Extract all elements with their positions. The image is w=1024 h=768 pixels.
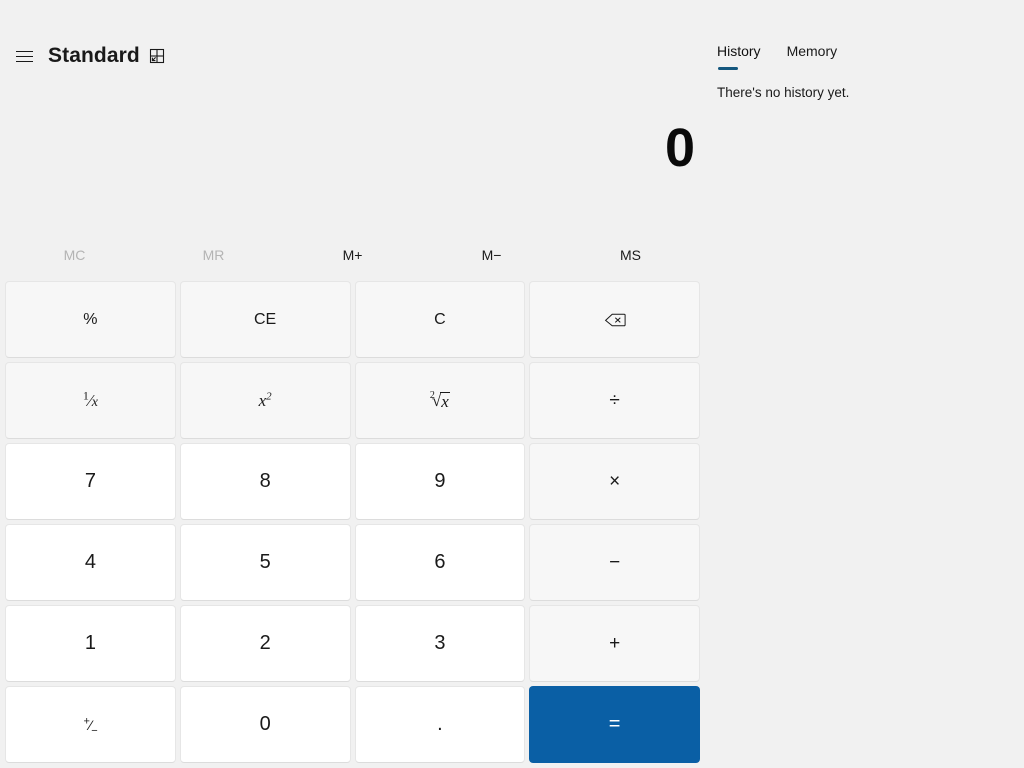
eight-button[interactable]: 8 [179, 443, 351, 520]
key-label: = [608, 713, 621, 735]
tab-history[interactable]: History [717, 42, 761, 70]
key-label: 2 √ x [429, 389, 450, 411]
panel-tabs: History Memory [717, 42, 1017, 70]
key-label: 7 [84, 470, 96, 492]
clear-button[interactable]: C [354, 281, 526, 358]
one-button[interactable]: 1 [5, 605, 176, 682]
calculator-keypad: % CE C 1⁄x x2 2 √ x ÷ 7 8 9 × 4 5 6 − 1 2 3 + +⁄− 0. = [5, 281, 700, 763]
hamburger-bar [16, 51, 33, 52]
memory-recall-button: MR [144, 238, 283, 272]
memory-clear-button: MC [5, 238, 144, 272]
percent-button[interactable]: % [5, 281, 176, 358]
backspace-button[interactable] [529, 281, 700, 358]
memory-store-button[interactable]: MS [561, 238, 700, 272]
key-label: 6 [434, 551, 446, 573]
five-button[interactable]: 5 [179, 524, 351, 601]
hamburger-bar [16, 61, 33, 62]
memory-button-label: MR [202, 247, 225, 263]
add-button[interactable]: + [529, 605, 700, 682]
hamburger-bar [16, 56, 33, 57]
seven-button[interactable]: 7 [5, 443, 176, 520]
key-label: 4 [84, 551, 96, 573]
display-value: 0 [664, 118, 695, 178]
memory-add-button[interactable]: M+ [283, 238, 422, 272]
three-button[interactable]: 3 [354, 605, 526, 682]
key-label: +⁄− [83, 714, 98, 737]
calculator-display[interactable]: 0 [0, 100, 700, 200]
page-title: Standard [48, 44, 140, 67]
divide-button[interactable]: ÷ [529, 362, 700, 439]
history-empty-message: There's no history yet. [717, 85, 850, 100]
tab-memory[interactable]: Memory [787, 42, 838, 70]
nine-button[interactable]: 9 [354, 443, 526, 520]
key-label: CE [254, 310, 277, 328]
clear-entry-button[interactable]: CE [179, 281, 351, 358]
negate-button[interactable]: +⁄− [5, 686, 176, 763]
key-label: 8 [259, 470, 271, 492]
active-tab-indicator [718, 67, 738, 70]
subtract-button[interactable]: − [529, 524, 700, 601]
two-button[interactable]: 2 [179, 605, 351, 682]
key-label: + [609, 632, 621, 654]
key-label: × [609, 470, 621, 492]
key-label: − [609, 551, 621, 573]
equals-button[interactable]: = [529, 686, 700, 763]
four-button[interactable]: 4 [5, 524, 176, 601]
zero-button[interactable]: 0 [179, 686, 351, 763]
key-label: 0 [259, 713, 271, 735]
key-label: 5 [259, 551, 271, 573]
key-label: . [437, 713, 443, 735]
keep-on-top-icon[interactable] [145, 44, 169, 68]
square-root-button[interactable]: 2 √ x [354, 362, 526, 439]
multiply-button[interactable]: × [529, 443, 700, 520]
key-label: ÷ [609, 389, 620, 411]
key-label: 2 [259, 632, 271, 654]
memory-button-label: M− [481, 247, 502, 263]
square-button[interactable]: x2 [179, 362, 351, 439]
app-header: Standard [0, 0, 1024, 90]
history-memory-panel: History Memory There's no history yet. [717, 42, 1017, 102]
backspace-icon [604, 312, 626, 328]
key-label: 9 [434, 470, 446, 492]
key-label: 1 [84, 632, 96, 654]
memory-button-label: M+ [342, 247, 363, 263]
decimal-button[interactable]: . [354, 686, 526, 763]
tab-memory-label: Memory [786, 43, 838, 59]
memory-button-row: MC MR M+ M− MS [5, 238, 700, 272]
memory-button-label: MC [63, 247, 86, 263]
key-label: x2 [258, 389, 272, 410]
memory-button-label: MS [620, 247, 641, 263]
key-label: 3 [434, 632, 446, 654]
tab-history-label: History [717, 43, 761, 59]
memory-subtract-button[interactable]: M− [422, 238, 561, 272]
hamburger-menu-icon[interactable] [10, 42, 40, 70]
six-button[interactable]: 6 [354, 524, 526, 601]
key-label: 1⁄x [82, 387, 98, 410]
key-label: C [434, 310, 446, 328]
reciprocal-button[interactable]: 1⁄x [5, 362, 176, 439]
key-label: % [83, 310, 98, 328]
